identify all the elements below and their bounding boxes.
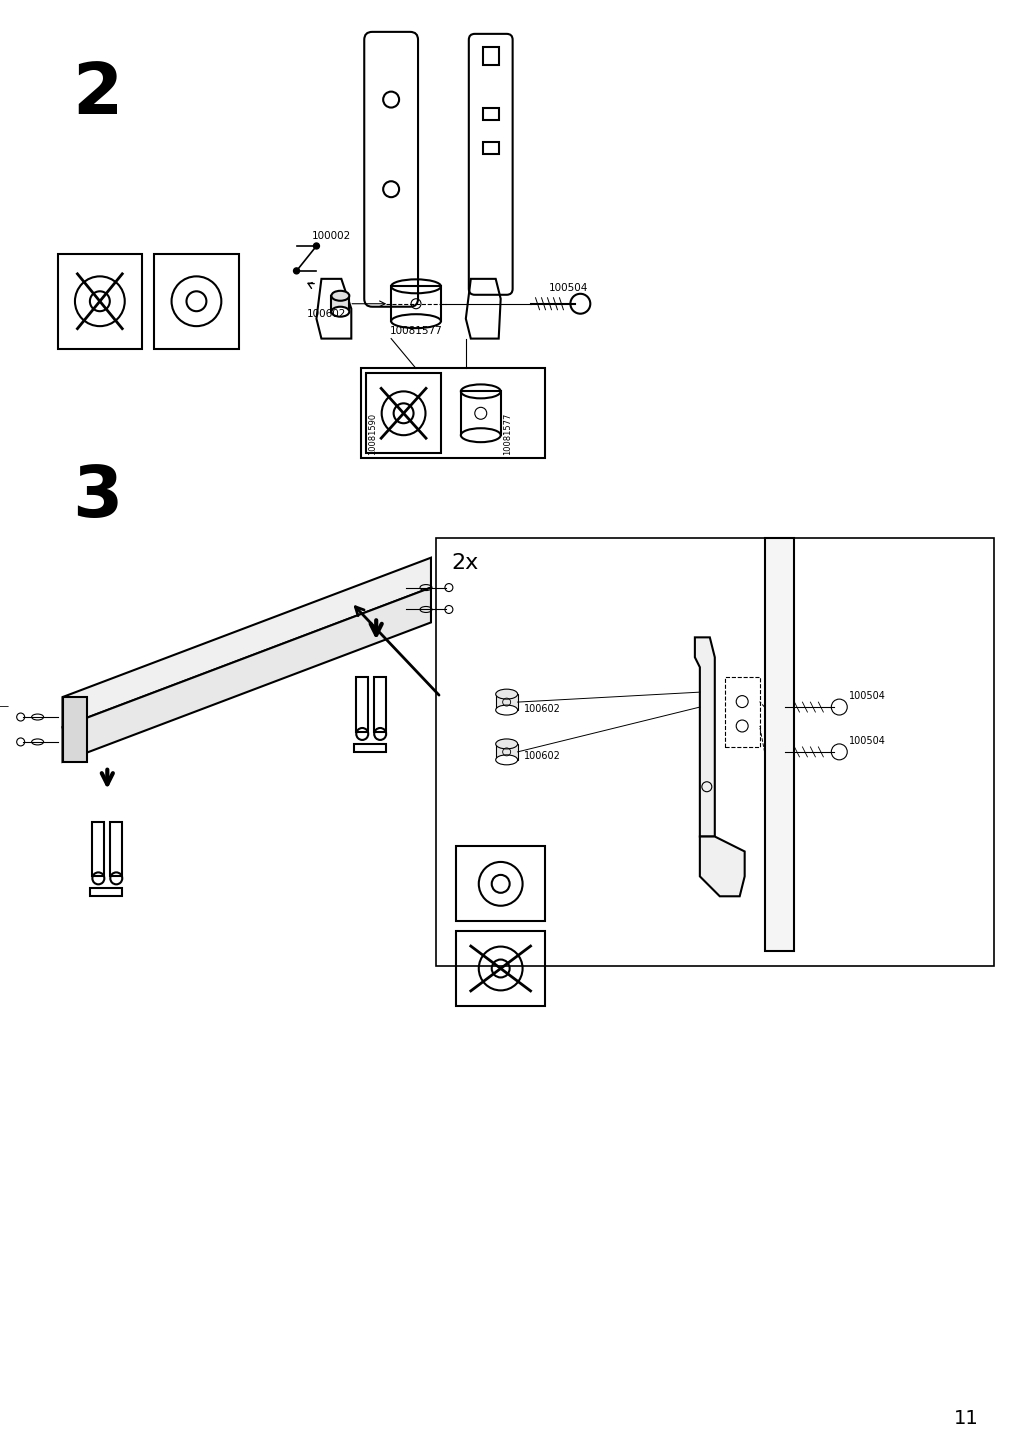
Bar xyxy=(366,374,441,453)
Bar xyxy=(58,253,142,348)
Bar xyxy=(482,107,498,119)
Bar xyxy=(495,695,517,710)
Text: —: — xyxy=(0,702,9,712)
Text: 10081577: 10081577 xyxy=(389,325,442,335)
Bar xyxy=(354,743,386,752)
Ellipse shape xyxy=(391,314,441,328)
Text: 10081577: 10081577 xyxy=(502,412,512,455)
Ellipse shape xyxy=(460,428,500,442)
Text: 100504: 100504 xyxy=(848,692,886,702)
Bar xyxy=(455,931,545,1005)
Text: 3: 3 xyxy=(73,463,122,533)
Text: 100002: 100002 xyxy=(311,231,351,241)
Ellipse shape xyxy=(495,739,517,749)
Bar xyxy=(361,368,545,458)
Text: 2: 2 xyxy=(73,60,122,129)
Circle shape xyxy=(293,268,299,274)
Ellipse shape xyxy=(495,689,517,699)
Bar xyxy=(110,822,122,876)
Bar xyxy=(764,538,794,951)
Bar xyxy=(331,296,349,312)
Text: 100602: 100602 xyxy=(523,750,560,760)
Circle shape xyxy=(313,243,319,249)
Bar xyxy=(436,538,993,967)
Bar xyxy=(482,142,498,155)
Text: 100602: 100602 xyxy=(306,309,346,319)
Bar xyxy=(455,846,545,921)
Bar xyxy=(460,391,500,435)
Bar xyxy=(495,743,517,760)
Polygon shape xyxy=(63,587,431,762)
Bar xyxy=(724,677,759,748)
Bar xyxy=(154,253,239,348)
Text: 11: 11 xyxy=(953,1409,978,1428)
Polygon shape xyxy=(63,557,431,727)
Ellipse shape xyxy=(495,705,517,715)
Ellipse shape xyxy=(331,291,349,301)
Polygon shape xyxy=(63,697,87,762)
Ellipse shape xyxy=(331,306,349,316)
Bar xyxy=(356,677,368,732)
Bar xyxy=(391,286,441,321)
Text: 10081590: 10081590 xyxy=(368,412,377,455)
Bar xyxy=(90,888,122,896)
Bar xyxy=(92,822,104,876)
Bar xyxy=(482,47,498,64)
Ellipse shape xyxy=(495,755,517,765)
Text: 100602: 100602 xyxy=(523,705,560,715)
Text: 100504: 100504 xyxy=(848,736,886,746)
Text: 2x: 2x xyxy=(451,553,477,573)
Polygon shape xyxy=(695,637,714,836)
Polygon shape xyxy=(700,836,744,896)
Bar xyxy=(374,677,386,732)
Text: 100504: 100504 xyxy=(548,282,587,292)
